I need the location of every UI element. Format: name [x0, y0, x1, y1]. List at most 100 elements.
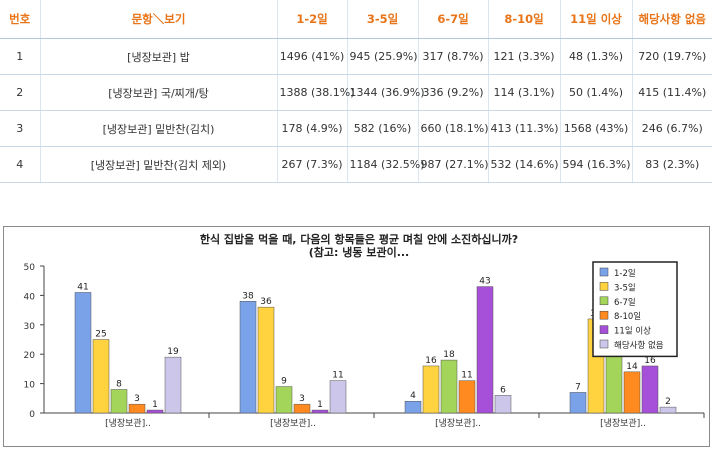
header-number: 번호	[0, 0, 41, 39]
x-tick-label: [냉장보관]..	[600, 418, 646, 429]
data-label: 8	[116, 379, 122, 389]
legend-label: 8-10일	[614, 312, 641, 322]
header-option-2: 3-5일	[347, 0, 419, 39]
chart-title: 한식 집밥을 먹을 때, 다음의 항목들은 평균 며칠 안에 소진하십니까?	[200, 232, 518, 246]
legend-swatch	[599, 282, 609, 291]
y-tick-label: 10	[24, 381, 36, 391]
header-option-4: 8-10일	[488, 0, 561, 39]
legend-label: 해당사항 없음	[614, 340, 664, 351]
bar	[311, 409, 329, 414]
row-cell: 660 (18.1%)	[418, 110, 489, 147]
row-question: [냉장보관] 밥	[40, 38, 278, 75]
row-cell: 114 (3.1%)	[488, 74, 561, 111]
y-tick-label: 30	[24, 322, 36, 332]
row-cell: 50 (1.4%)	[560, 74, 633, 111]
row-cell: 1184 (32.5%)	[347, 146, 425, 183]
data-label: 16	[644, 356, 656, 366]
legend-swatch	[599, 267, 609, 277]
chart-subtitle: (참고: 냉동 보관이...	[309, 245, 409, 259]
table-row: 2 [냉장보관] 국/찌개/탕 1388 (38.1%) 1344 (36.9%…	[0, 74, 712, 111]
row-cell: 532 (14.6%)	[488, 146, 561, 183]
bar	[440, 359, 458, 414]
data-label: 43	[479, 277, 490, 287]
data-label: 36	[260, 297, 272, 307]
row-cell: 267 (7.3%)	[277, 146, 348, 183]
data-label: 3	[134, 394, 140, 404]
bar	[128, 403, 146, 414]
row-cell: 582 (16%)	[347, 110, 419, 147]
survey-result-table: 번호 문항＼보기 1-2일 3-5일 6-7일 8-10일 11일 이상 해당사…	[0, 0, 712, 183]
table-row: 3 [냉장보관] 밑반찬(김치) 178 (4.9%) 582 (16%) 66…	[0, 110, 712, 147]
header-option-3: 6-7일	[418, 0, 489, 39]
data-label: 1	[152, 400, 158, 410]
header-option-5: 11일 이상	[560, 0, 633, 39]
data-label: 3	[299, 394, 305, 404]
header-question: 문항＼보기	[40, 0, 278, 39]
table-header-row: 번호 문항＼보기 1-2일 3-5일 6-7일 8-10일 11일 이상 해당사…	[0, 0, 712, 39]
row-cell: 1388 (38.1%)	[277, 74, 355, 111]
row-cell: 246 (6.7%)	[632, 110, 712, 147]
data-label: 4	[410, 391, 416, 401]
bar	[329, 380, 347, 414]
chart-bars: 41258311938369311141618114367322714162	[74, 277, 677, 414]
bar	[164, 356, 182, 414]
bar	[458, 380, 476, 414]
legend-swatch	[599, 296, 609, 306]
bar	[74, 292, 92, 414]
y-tick-label: 0	[29, 410, 35, 420]
data-label: 38	[242, 291, 254, 301]
row-cell: 336 (9.2%)	[418, 74, 489, 111]
bar	[494, 395, 512, 414]
legend-swatch	[599, 310, 609, 320]
row-question: [냉장보관] 국/찌개/탕	[40, 74, 278, 111]
bar-chart-panel: 한식 집밥을 먹을 때, 다음의 항목들은 평균 며칠 안에 소진하십니까? (…	[3, 226, 710, 447]
row-cell: 83 (2.3%)	[632, 146, 712, 183]
row-cell: 1568 (43%)	[560, 110, 633, 147]
bar	[659, 406, 677, 414]
bar	[422, 365, 440, 414]
legend-label: 3-5일	[614, 283, 636, 293]
table-row: 1 [냉장보관] 밥 1496 (41%) 945 (25.9%) 317 (8…	[0, 38, 712, 75]
row-cell: 121 (3.3%)	[488, 38, 561, 75]
row-number: 3	[0, 110, 41, 147]
bar	[293, 403, 311, 414]
bar	[569, 392, 587, 414]
bar	[476, 286, 494, 414]
row-cell: 317 (8.7%)	[418, 38, 489, 75]
legend-swatch	[599, 339, 609, 349]
data-label: 41	[77, 282, 88, 292]
row-cell: 413 (11.3%)	[488, 110, 561, 147]
bar	[92, 339, 110, 414]
x-tick-label: [냉장보관]..	[435, 418, 481, 429]
y-tick-label: 50	[24, 263, 36, 273]
data-label: 16	[425, 356, 437, 366]
legend-label: 1-2일	[614, 269, 636, 279]
data-label: 1	[317, 400, 323, 410]
row-cell: 594 (16.3%)	[560, 146, 633, 183]
data-label: 7	[575, 382, 581, 392]
bar	[404, 400, 422, 414]
x-tick-label: [냉장보관]..	[105, 418, 151, 429]
row-cell: 987 (27.1%)	[418, 146, 489, 183]
legend-label: 6-7일	[614, 298, 636, 308]
header-option-1: 1-2일	[277, 0, 348, 39]
table-row: 4 [냉장보관] 밑반찬(김치 제외) 267 (7.3%) 1184 (32.…	[0, 146, 712, 183]
bar	[257, 306, 275, 414]
bar	[641, 365, 659, 414]
row-question: [냉장보관] 밑반찬(김치 제외)	[40, 146, 278, 183]
row-cell: 48 (1.3%)	[560, 38, 633, 75]
row-number: 1	[0, 38, 41, 75]
data-label: 19	[167, 347, 179, 357]
bar	[275, 386, 293, 414]
row-cell: 1344 (36.9%)	[347, 74, 425, 111]
bar	[623, 371, 641, 414]
data-label: 9	[281, 377, 287, 387]
bar	[146, 409, 164, 414]
data-label: 2	[665, 397, 671, 407]
row-cell: 1496 (41%)	[277, 38, 348, 75]
data-label: 11	[332, 371, 343, 381]
legend-label: 11일 이상	[614, 326, 651, 337]
bar	[110, 389, 128, 414]
x-tick-label: [냉장보관]..	[270, 418, 316, 429]
